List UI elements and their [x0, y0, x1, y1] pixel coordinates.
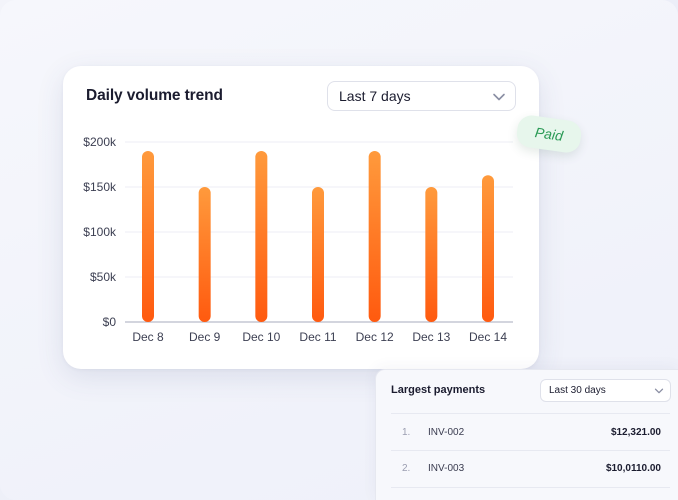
daily-volume-card: Daily volume trend Last 7 days $0 $50k $10… — [63, 66, 539, 369]
x-tick-label: Dec 13 — [412, 330, 450, 344]
bar[interactable] — [312, 187, 324, 322]
largest-payments-card: Largest payments Last 30 days 1. INV-002… — [375, 369, 678, 500]
chart-range-value: Last 7 days — [339, 88, 411, 104]
chevron-down-icon — [493, 93, 505, 101]
payment-amount: $12,321.00 — [610, 426, 661, 438]
x-tick-label: Dec 9 — [189, 330, 221, 344]
bar[interactable] — [198, 187, 211, 322]
payment-index: 1. — [402, 426, 411, 438]
payment-invoice: INV-002 — [428, 426, 465, 438]
x-tick-label: Dec 10 — [242, 330, 280, 344]
payments-range-select[interactable]: Last 30 days — [540, 379, 671, 402]
y-tick-label: $200k — [83, 135, 117, 149]
divider — [391, 487, 670, 488]
payment-invoice: INV-003 — [428, 462, 465, 474]
x-tick-label: Dec 12 — [356, 330, 394, 344]
payment-row[interactable]: 1. INV-002 $12,321.00 — [391, 414, 670, 450]
chevron-down-icon — [654, 388, 664, 394]
divider — [391, 450, 670, 451]
bar-chart: $0 $50k $100k $150k $200k Dec 8 Dec 9 Dec 10 De… — [83, 135, 513, 344]
x-tick-label: Dec 11 — [299, 330, 336, 344]
bar[interactable] — [368, 151, 381, 322]
y-tick-label: $150k — [83, 180, 117, 194]
payment-amount: $10,0110.00 — [605, 462, 661, 474]
y-tick-label: $100k — [83, 225, 117, 239]
chart-range-select[interactable]: Last 7 days — [327, 81, 516, 111]
chart-title: Daily volume trend — [86, 87, 223, 104]
bar[interactable] — [142, 151, 154, 322]
y-tick-label: $50k — [90, 270, 117, 284]
bar[interactable] — [482, 175, 494, 322]
payments-title: Largest payments — [391, 384, 486, 396]
bar[interactable] — [255, 151, 268, 322]
x-tick-label: Dec 8 — [132, 330, 164, 344]
paid-tag-label: Paid — [534, 124, 564, 144]
payments-range-value: Last 30 days — [549, 385, 606, 396]
payment-index: 2. — [402, 462, 411, 474]
divider — [391, 413, 670, 414]
x-tick-label: Dec 14 — [469, 330, 507, 344]
payment-row[interactable]: 2. INV-003 $10,0110.00 — [391, 450, 670, 486]
bar[interactable] — [425, 187, 438, 322]
y-tick-label: $0 — [103, 315, 117, 329]
